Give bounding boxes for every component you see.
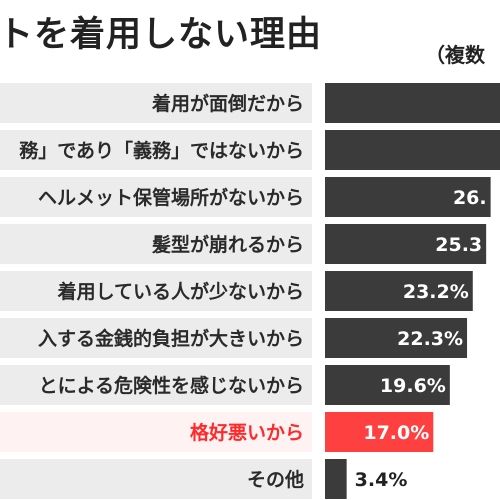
bar <box>325 318 468 358</box>
category-label: その他 <box>247 468 304 491</box>
bar <box>325 83 500 123</box>
value-label: 3.4% <box>355 469 408 491</box>
category-label: とによる危険性を感じないから <box>39 374 304 397</box>
bar <box>325 224 487 264</box>
row-label-bg <box>0 130 312 170</box>
category-label: 着用が面倒だから <box>152 92 304 115</box>
value-label: 17.0% <box>363 422 429 444</box>
row-label-bg <box>0 365 312 405</box>
chart-subtitle: （複数 <box>425 43 485 67</box>
row-label-bg <box>0 318 312 358</box>
category-label: 髪型が崩れるから <box>151 233 304 256</box>
row-label-bg <box>0 83 312 123</box>
bar <box>325 130 500 170</box>
row-label-bg <box>0 271 312 311</box>
chart-title: トを着用しない理由 <box>0 15 323 55</box>
value-label: 26. <box>453 187 487 209</box>
category-label: 格好悪いから <box>190 421 304 444</box>
value-label: 25.3 <box>435 234 482 256</box>
bar <box>325 459 347 499</box>
row-label-bg <box>0 177 312 217</box>
row-label-bg <box>0 224 312 264</box>
bar <box>325 412 434 452</box>
row-label-bg <box>0 459 312 499</box>
category-label: ヘルメット保管場所がないから <box>38 186 304 209</box>
bar <box>325 365 450 405</box>
category-label: 入する金銭的負担が大きいから <box>38 327 304 350</box>
category-label: 務」であり「義務」ではないから <box>19 139 304 162</box>
bar <box>325 271 473 311</box>
category-label: 着用している人が少ないから <box>58 280 304 303</box>
value-label: 23.2% <box>403 281 469 303</box>
row-label-bg <box>0 412 312 452</box>
value-label: 19.6% <box>380 375 446 397</box>
bar <box>325 177 491 217</box>
value-label: 22.3% <box>397 328 463 350</box>
